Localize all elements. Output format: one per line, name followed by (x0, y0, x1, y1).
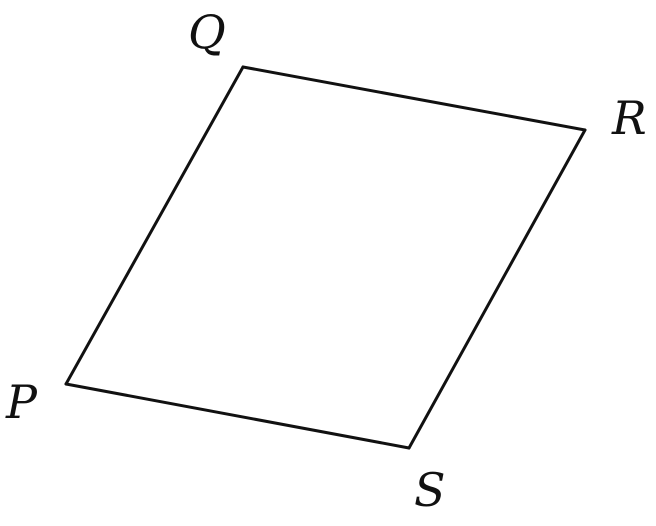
edge-sp (64, 382, 411, 450)
vertex-labels: Q R P S (5, 5, 647, 517)
edge-rs (407, 128, 587, 450)
parallelogram-shape (64, 65, 587, 450)
vertex-label-q: Q (188, 5, 226, 59)
vertex-label-p: P (5, 375, 38, 429)
edge-qr (241, 65, 587, 132)
edge-pq (64, 65, 245, 386)
vertex-label-r: R (611, 91, 647, 145)
vertex-label-s: S (414, 463, 446, 517)
